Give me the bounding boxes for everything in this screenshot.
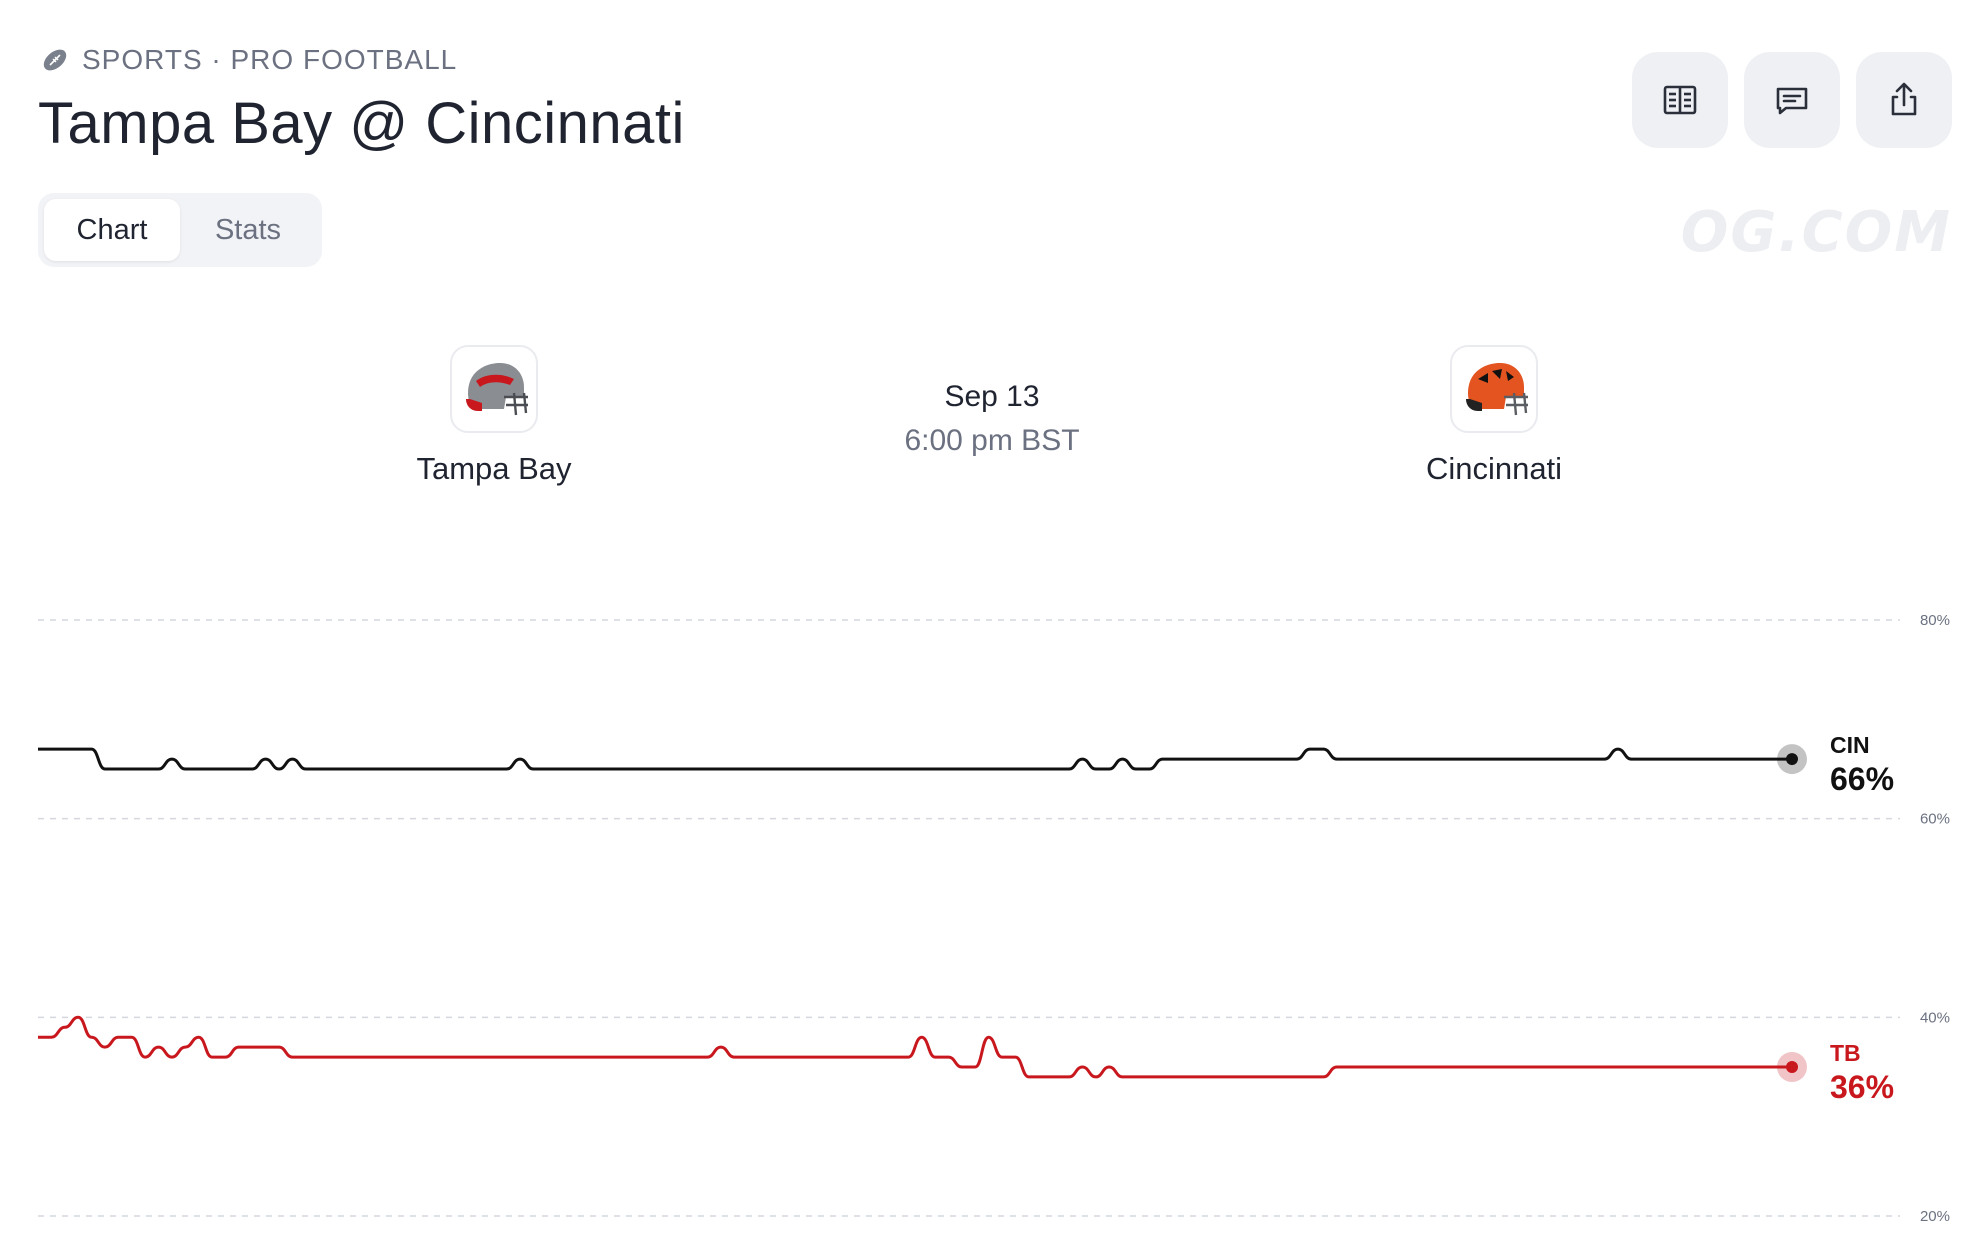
away-team[interactable]: Cincinnati	[1374, 345, 1614, 487]
series-line-cin	[37, 747, 1792, 771]
away-team-name: Cincinnati	[1425, 451, 1563, 486]
home-team[interactable]: Tampa Bay	[374, 345, 614, 487]
match-date: Sep 13	[944, 380, 1040, 413]
watermark: OG.COM	[1680, 200, 1952, 265]
home-team-logo	[450, 345, 538, 433]
category-label: SPORTS · PRO FOOTBALL	[82, 44, 458, 75]
rules-icon	[1663, 85, 1697, 115]
helmet-icon	[466, 363, 528, 416]
breadcrumb[interactable]: SPORTS · PRO FOOTBALL	[40, 44, 457, 76]
series-name-label: TB	[1830, 1040, 1861, 1066]
action-bar	[1632, 52, 1952, 148]
series-value-label: 36%	[1830, 1069, 1894, 1105]
series-end-point[interactable]	[1786, 1061, 1798, 1073]
tab-stats[interactable]: Stats	[214, 213, 282, 246]
home-team-name: Tampa Bay	[416, 451, 572, 486]
chart-end-labels: CIN 66% TB 36%	[1777, 732, 1894, 1105]
share-button[interactable]	[1856, 52, 1952, 148]
view-tabs: Chart Stats	[38, 193, 322, 267]
comments-icon	[1776, 87, 1808, 115]
share-icon	[1891, 82, 1917, 116]
series-end-point[interactable]	[1786, 753, 1798, 766]
rules-button[interactable]	[1632, 52, 1728, 148]
match-time: 6:00 pm BST	[904, 424, 1080, 457]
helmet-icon	[1466, 363, 1528, 416]
chart-grid: 80% 60% 40% 20%	[38, 612, 1950, 1225]
series-name-label: CIN	[1830, 732, 1870, 758]
tab-chart[interactable]: Chart	[44, 199, 180, 261]
comments-button[interactable]	[1744, 52, 1840, 148]
y-tick-label: 80%	[1920, 612, 1950, 629]
match-datetime: Sep 13 6:00 pm BST	[842, 380, 1142, 458]
win-probability-chart[interactable]: 80% 60% 40% 20% CIN 66% TB 36%	[0, 560, 1984, 1234]
series-value-label: 66%	[1830, 761, 1894, 797]
y-tick-label: 60%	[1920, 811, 1950, 828]
page-title: Tampa Bay @ Cincinnati	[38, 91, 685, 156]
chart-lines	[37, 747, 1793, 1079]
series-line-tb	[38, 1015, 1793, 1079]
football-icon	[43, 49, 67, 71]
y-tick-label: 40%	[1920, 1009, 1950, 1026]
y-tick-label: 20%	[1920, 1208, 1950, 1225]
away-team-logo	[1450, 345, 1538, 433]
